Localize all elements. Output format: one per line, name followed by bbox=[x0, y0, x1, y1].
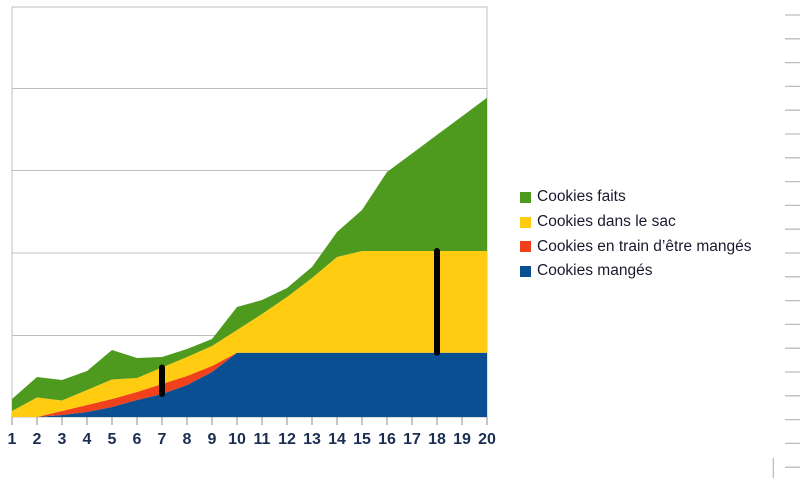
svg-text:11: 11 bbox=[254, 431, 271, 448]
svg-text:16: 16 bbox=[378, 431, 396, 448]
svg-text:6: 6 bbox=[133, 431, 142, 448]
svg-text:10: 10 bbox=[228, 431, 246, 448]
svg-text:12: 12 bbox=[278, 431, 296, 448]
svg-text:4: 4 bbox=[83, 431, 92, 448]
svg-text:3: 3 bbox=[58, 431, 67, 448]
svg-text:15: 15 bbox=[353, 431, 371, 448]
svg-text:18: 18 bbox=[428, 431, 446, 448]
svg-text:19: 19 bbox=[453, 431, 471, 448]
svg-text:5: 5 bbox=[108, 431, 117, 448]
svg-text:8: 8 bbox=[183, 431, 192, 448]
svg-text:2: 2 bbox=[33, 431, 42, 448]
svg-text:13: 13 bbox=[303, 431, 321, 448]
svg-text:20: 20 bbox=[478, 431, 496, 448]
svg-text:17: 17 bbox=[403, 431, 421, 448]
svg-text:7: 7 bbox=[158, 431, 167, 448]
svg-text:1: 1 bbox=[8, 431, 17, 448]
svg-text:14: 14 bbox=[328, 431, 346, 448]
svg-text:9: 9 bbox=[208, 431, 217, 448]
